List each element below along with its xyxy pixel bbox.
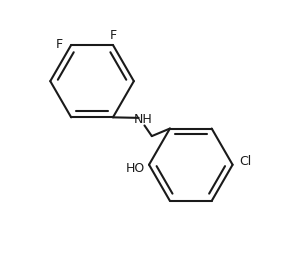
Text: HO: HO [125, 162, 145, 175]
Text: F: F [109, 29, 117, 42]
Text: NH: NH [134, 113, 153, 126]
Text: F: F [56, 38, 63, 51]
Text: Cl: Cl [240, 155, 252, 168]
